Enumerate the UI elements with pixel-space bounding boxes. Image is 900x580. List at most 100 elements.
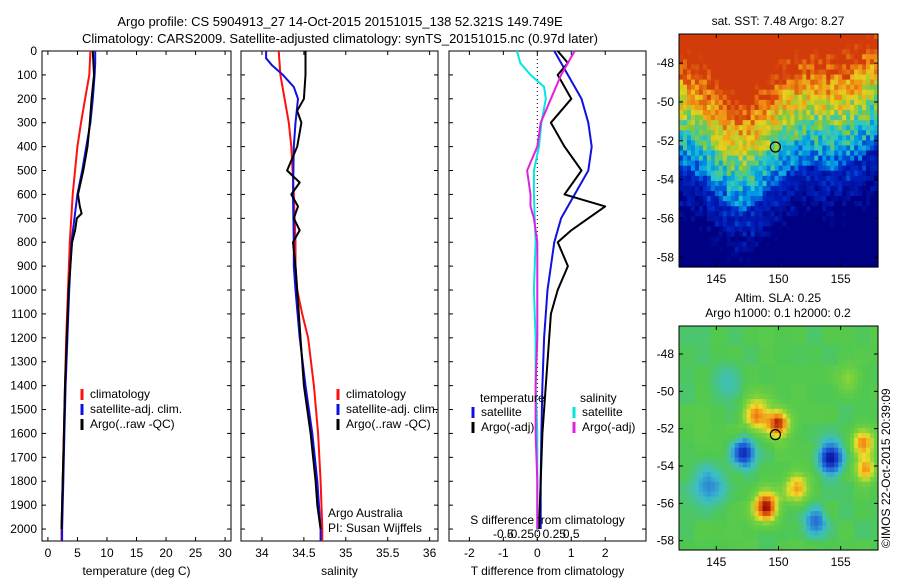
legend-label: climatology — [90, 387, 150, 401]
y-tick-label: 100 — [17, 68, 37, 82]
panel-difference: -2 -1 0 1 2 T difference from climatology temp… — [448, 50, 647, 578]
y-tick-label: 600 — [17, 187, 37, 201]
x-tick-label: 155 — [831, 555, 851, 569]
map-field — [679, 326, 879, 551]
y-tick-label: -50 — [657, 384, 675, 398]
y-tick-label: 2000 — [10, 522, 37, 536]
x-tick-label: 5 — [74, 546, 81, 560]
panel-sst-map: -48 -50 -52 -54 -56 -58 145 150 155 sat. SST: 7.4… — [657, 14, 879, 286]
watermark-text: ©IMOS 22-Oct-2015 20:39:09 — [879, 388, 893, 548]
x-tick-label: -1 — [498, 546, 509, 560]
y-tick-label: 200 — [17, 92, 37, 106]
map-title: sat. SST: 7.48 Argo: 8.27 — [712, 14, 845, 28]
x-tick-label: 35.5 — [376, 546, 400, 560]
map-title: Altim. SLA: 0.25 — [735, 291, 821, 305]
y-tick-label: -56 — [657, 496, 675, 510]
x2-tick-label: -0.5 — [493, 527, 514, 541]
x-tick-label: 150 — [768, 272, 788, 286]
y-tick-label: -48 — [657, 56, 675, 70]
argo-location-marker — [769, 429, 781, 441]
y-tick-label: 1100 — [11, 307, 37, 321]
y-tick-label: -48 — [657, 347, 675, 361]
x-tick-label: 34.5 — [292, 546, 316, 560]
x2-axis-label: S difference from climatology — [470, 513, 625, 527]
x-tick-label: 0 — [45, 546, 52, 560]
x2-tick-label: 0 — [534, 527, 541, 541]
x2-tick-label: -0.25 — [507, 527, 535, 541]
plot-frame — [240, 50, 439, 542]
y-tick-label: 1600 — [10, 426, 37, 440]
y-tick-label: 900 — [17, 259, 37, 273]
legend-header: salinity — [580, 391, 617, 405]
y-tick-label: -56 — [657, 211, 675, 225]
x-tick-label: 150 — [768, 555, 788, 569]
legend-label: satellite — [481, 405, 522, 419]
x-tick-label: 15 — [130, 546, 144, 560]
panel-sla-map: -48 -50 -52 -54 -56 -58 145 150 155 Altim. SLA: 0… — [657, 291, 879, 569]
y-tick-label: -58 — [657, 250, 675, 264]
x2-tick-label: 0.5 — [563, 527, 580, 541]
x-tick-label: 145 — [706, 272, 726, 286]
annotation-text: Argo Australia — [328, 506, 403, 520]
panel-salinity: 34 34.5 35 35.5 36 salinity climatologysatelli… — [240, 50, 439, 578]
y-tick-label: 1300 — [10, 355, 37, 369]
x-tick-label: 30 — [218, 546, 232, 560]
x-tick-label: -2 — [464, 546, 475, 560]
y-tick-label: 1700 — [10, 450, 37, 464]
series-line — [539, 50, 593, 529]
x-tick-label: 36 — [423, 546, 437, 560]
y-tick-label: -52 — [657, 134, 675, 148]
legend-label: Argo(..raw -QC) — [346, 417, 431, 431]
plot-frame — [41, 50, 232, 542]
y-tick-label: 700 — [17, 211, 37, 225]
x-tick-label: 34 — [255, 546, 269, 560]
y-tick-label: -58 — [657, 534, 675, 548]
x-axis-label: salinity — [321, 564, 358, 578]
y-tick-label: 1000 — [10, 283, 37, 297]
y-tick-label: 800 — [17, 235, 37, 249]
y-tick-label: -54 — [657, 173, 675, 187]
panel-temperature: 0100200300400500600700800900100011001200… — [10, 44, 232, 578]
y-tick-label: 400 — [17, 140, 37, 154]
x-tick-label: 25 — [189, 546, 203, 560]
x-tick-label: 0 — [534, 546, 541, 560]
x-axis-label: T difference from climatology — [471, 564, 625, 578]
y-tick-label: 1200 — [10, 331, 37, 345]
y-tick-label: 1800 — [10, 474, 37, 488]
chart-title-line2: Climatology: CARS2009. Satellite-adjuste… — [82, 31, 598, 46]
legend-header: temperature — [480, 391, 545, 405]
map-subtitle: Argo h1000: 0.1 h2000: 0.2 — [705, 306, 851, 320]
legend-label: Argo(-adj) — [582, 420, 635, 434]
x2-tick-label: 0.25 — [543, 527, 567, 541]
legend-label: Argo(..raw -QC) — [90, 417, 175, 431]
x-tick-label: 35 — [339, 546, 353, 560]
legend-label: climatology — [346, 387, 406, 401]
legend-label: satellite-adj. clim. — [346, 402, 438, 416]
annotation-text: PI: Susan Wijffels — [328, 521, 422, 535]
legend-label: Argo(-adj) — [481, 420, 534, 434]
x-tick-label: 145 — [706, 555, 726, 569]
series-line — [526, 50, 576, 529]
x-tick-label: 155 — [831, 272, 851, 286]
y-tick-label: 1900 — [10, 498, 37, 512]
x-tick-label: 20 — [159, 546, 173, 560]
map-field — [679, 34, 879, 268]
x-axis-label: temperature (deg C) — [82, 564, 190, 578]
y-tick-label: -50 — [657, 95, 675, 109]
legend-label: satellite — [582, 405, 623, 419]
y-tick-label: 1500 — [10, 403, 37, 417]
chart-title-line1: Argo profile: CS 5904913_27 14-Oct-2015 … — [117, 14, 563, 29]
x-tick-label: 10 — [100, 546, 114, 560]
x-tick-label: 1 — [568, 546, 575, 560]
series-line — [538, 50, 607, 530]
series-line — [286, 51, 322, 530]
argo-location-marker — [769, 141, 781, 153]
y-tick-label: -52 — [657, 422, 675, 436]
y-tick-label: 1400 — [10, 379, 37, 393]
y-tick-label: -54 — [657, 459, 675, 473]
y-tick-label: 500 — [17, 164, 37, 178]
series-line — [60, 50, 95, 530]
y-tick-label: 0 — [30, 44, 37, 58]
y-tick-label: 300 — [17, 116, 37, 130]
